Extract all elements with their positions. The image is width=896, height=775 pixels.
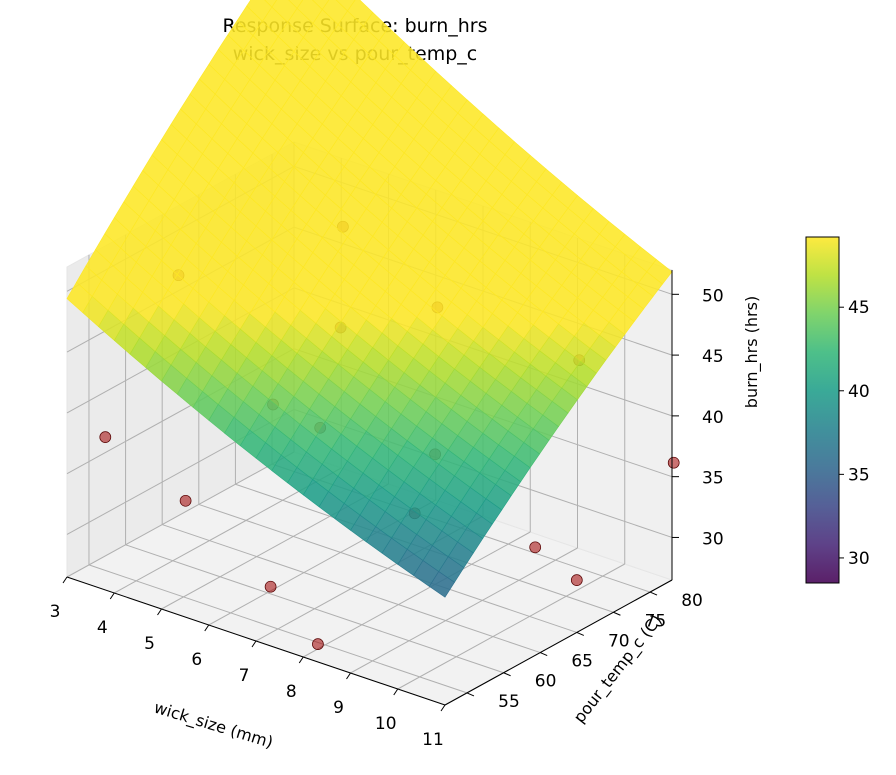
data-point [99, 431, 112, 443]
y-tick-mark [649, 591, 658, 596]
x-tick-mark [440, 704, 446, 712]
x-tick-label: 11 [422, 730, 444, 750]
colorbar-tick-label: 35 [848, 465, 870, 485]
grid-y-floor [125, 544, 504, 674]
grid-y-floor [88, 564, 468, 694]
colorbar-gradient [805, 236, 840, 584]
y-tick-mark [503, 672, 511, 677]
response-surface [66, 0, 673, 598]
x-axis-line [66, 576, 446, 706]
x-tick-label: 4 [97, 618, 108, 638]
y-tick-mark [539, 652, 548, 657]
data-point [667, 456, 680, 469]
x-tick-label: 10 [375, 714, 397, 734]
x-tick-mark [298, 656, 304, 664]
grid-y-floor [198, 503, 577, 633]
colorbar-tick-label: 30 [848, 549, 870, 569]
x-tick-mark [346, 672, 351, 680]
x-tick-label: 6 [191, 650, 202, 670]
x-tick-mark [393, 688, 399, 696]
y-tick-label: 65 [571, 652, 593, 672]
x-tick-mark [204, 624, 210, 632]
colorbar-tick-label: 45 [848, 298, 870, 318]
x-tick-label: 9 [333, 698, 344, 718]
data-point [179, 494, 192, 507]
y-tick-mark [466, 692, 475, 697]
x-tick-mark [62, 576, 68, 584]
y-tick-label: 55 [498, 692, 520, 712]
z-tick-label: 50 [702, 286, 724, 306]
z-axis-label: burn_hrs (hrs) [742, 296, 762, 408]
x-tick-label: 7 [239, 666, 250, 686]
x-axis-label: wick_size (mm) [152, 698, 276, 753]
grid-x-floor [66, 451, 295, 578]
data-point [570, 574, 583, 586]
y-tick-label: 60 [535, 672, 557, 692]
y-tick-mark [576, 631, 585, 636]
x-tick-label: 8 [286, 682, 297, 702]
x-tick-mark [109, 592, 115, 600]
x-tick-label: 5 [144, 634, 155, 654]
z-tick-label: 30 [702, 529, 724, 549]
colorbar: 30 35 40 45 [805, 236, 870, 584]
z-tick-label: 40 [702, 408, 724, 428]
y-tick-label: 80 [681, 591, 703, 611]
data-point [312, 638, 324, 650]
surface-patch [428, 571, 455, 598]
y-tick-label: 75 [645, 611, 667, 631]
grid-x-floor [303, 531, 531, 658]
x-tick-mark [157, 608, 162, 616]
grid-y-floor [162, 524, 541, 654]
z-tick-label: 45 [702, 347, 724, 367]
data-point [529, 541, 542, 554]
z-tick-label: 35 [702, 469, 724, 489]
y-axis-line [444, 579, 673, 706]
grid-x-floor [397, 563, 625, 690]
y-tick-label: 70 [608, 631, 630, 651]
colorbar-tick-label: 40 [848, 382, 870, 402]
grid-x-floor [350, 547, 578, 674]
x-tick-label: 3 [50, 602, 61, 622]
data-point [264, 580, 277, 593]
y-tick-mark [613, 611, 621, 616]
x-tick-mark [251, 640, 257, 648]
